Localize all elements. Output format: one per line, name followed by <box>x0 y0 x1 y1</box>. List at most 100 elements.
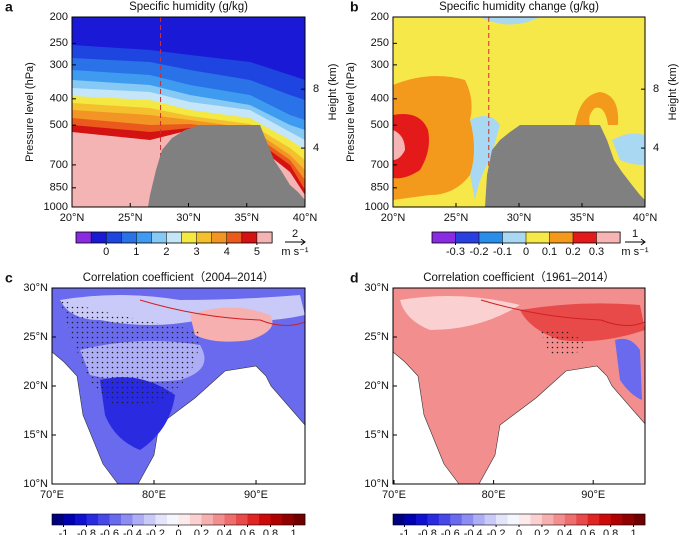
y-tick-label: 500 <box>50 119 68 131</box>
panel-letter: a <box>5 0 13 15</box>
panel: c Correlation coefficient（2004–2014） 70°E 8… <box>5 270 306 535</box>
colorbar-box <box>484 514 497 525</box>
colorbar-tick-label: -0.2 <box>487 528 506 535</box>
y-tick-label: 700 <box>50 159 68 171</box>
colorbar-box <box>404 514 417 525</box>
y-tick-label: 300 <box>50 59 68 71</box>
panel: d Correlation coefficient（1961–2014） 70°E 8… <box>350 270 646 535</box>
x-tick-label: 30°N <box>176 212 201 224</box>
x-tick-label: 20°N <box>381 212 406 224</box>
y2-axis-label: Height (km) <box>667 64 679 121</box>
panel-letter: d <box>350 270 359 286</box>
colorbar-tick-label: 1 <box>290 528 296 535</box>
colorbar-tick-label: 0.2 <box>565 246 580 258</box>
chart-title: Correlation coefficient（2004–2014） <box>83 271 275 284</box>
terrain <box>148 125 305 207</box>
colorbar-tick-label: 0 <box>175 528 181 535</box>
colorbar-tick-label: 0.2 <box>194 528 209 535</box>
y-tick-label: 30°N <box>364 282 389 294</box>
y-tick-label: 1000 <box>365 201 389 213</box>
map-field <box>393 288 645 484</box>
x-tick-label: 25°N <box>118 212 143 224</box>
colorbar-box <box>519 514 531 525</box>
y-tick-label: 15°N <box>23 429 48 441</box>
colorbar-box <box>473 514 485 525</box>
colorbar-tick-label: 0.8 <box>263 528 278 535</box>
x-tick-label: 35°N <box>570 212 595 224</box>
chart-title: Specific humidity change (g/kg) <box>439 1 599 13</box>
vector-key-unit: m s⁻¹ <box>281 246 309 258</box>
colorbar-tick-label: 0.3 <box>589 246 604 258</box>
colorbar-tick-label: 0 <box>516 528 522 535</box>
colorbar-box <box>226 231 243 244</box>
x-tick-label: 40°N <box>633 212 658 224</box>
chart-title: Specific humidity (g/kg) <box>129 1 248 13</box>
colorbar-box <box>530 514 543 525</box>
x-tick-label: 20°N <box>60 212 85 224</box>
y-tick-label: 20°N <box>364 380 389 392</box>
colorbar-tick-label: 2 <box>163 246 169 258</box>
x-tick-label: 80°E <box>482 489 506 501</box>
y-tick-label: 850 <box>371 182 389 194</box>
border <box>139 299 305 326</box>
vector-key-value: 2 <box>292 228 298 240</box>
colorbar-box <box>213 514 225 525</box>
colorbar-box <box>132 514 145 525</box>
terrain <box>485 125 645 207</box>
field-band <box>393 130 405 160</box>
colorbar-box <box>553 514 566 525</box>
colorbar-box <box>105 231 122 244</box>
colorbar-box <box>507 514 520 525</box>
x-tick-label: 35°N <box>234 212 259 224</box>
y-tick-label: 10°N <box>23 478 48 490</box>
colorbar-tick-label: 0 <box>523 246 529 258</box>
colorbar-box <box>455 231 480 244</box>
colorbar-box <box>151 231 168 244</box>
y-tick-label: 10°N <box>364 478 389 490</box>
colorbar-tick-label: 0.1 <box>542 246 557 258</box>
colorbar-tick-label: 4 <box>224 246 230 258</box>
panel: a Specific humidity (g/kg) 20°N 25°N 30°N 35°… <box>5 0 339 258</box>
colorbar-box <box>461 514 474 525</box>
colorbar-box <box>622 514 634 525</box>
colorbar-box <box>427 514 440 525</box>
colorbar-tick-label: -0.2 <box>470 246 489 258</box>
colorbar-tick-label: 3 <box>194 246 200 258</box>
x-tick-label: 70°E <box>40 489 64 501</box>
x-tick-label: 40°N <box>293 212 318 224</box>
colorbar-box <box>599 514 611 525</box>
colorbar-box <box>293 514 306 525</box>
colorbar-box <box>502 231 527 244</box>
colorbar-box <box>525 231 551 244</box>
field-band <box>612 133 645 165</box>
y-axis-label: Pressure level (hPa) <box>345 62 357 162</box>
colorbar-box <box>541 514 554 525</box>
y2-tick-label: 8 <box>313 83 319 95</box>
colorbar-tick-label: 1 <box>630 528 636 535</box>
colorbar-frame <box>75 231 273 244</box>
colorbar-tick-label: -0.6 <box>441 528 460 535</box>
colorbar-box <box>167 514 179 525</box>
colorbar-tick-label: 5 <box>254 246 260 258</box>
field-patch <box>615 338 642 400</box>
y-tick-label: 700 <box>371 159 389 171</box>
y-tick-label: 30°N <box>23 282 48 294</box>
x-tick-label: 25°N <box>444 212 469 224</box>
y-tick-label: 850 <box>50 182 68 194</box>
y-tick-label: 300 <box>371 59 389 71</box>
colorbar-tick-label: 0.2 <box>534 528 549 535</box>
colorbar-tick-label: 0.6 <box>580 528 595 535</box>
colorbar-tick-label: -0.3 <box>446 246 465 258</box>
field-band <box>575 92 619 125</box>
colorbar-box <box>282 514 294 525</box>
colorbar-tick-label: -0.4 <box>464 528 483 535</box>
panel-letter: c <box>5 270 13 286</box>
colorbar-box <box>633 514 646 525</box>
colorbar-tick-label: -1 <box>59 528 69 535</box>
colorbar-box <box>52 514 64 525</box>
colorbar-box <box>136 231 152 244</box>
y-tick-label: 250 <box>50 37 68 49</box>
y-tick-label: 200 <box>50 11 68 23</box>
colorbar-box <box>98 514 110 525</box>
